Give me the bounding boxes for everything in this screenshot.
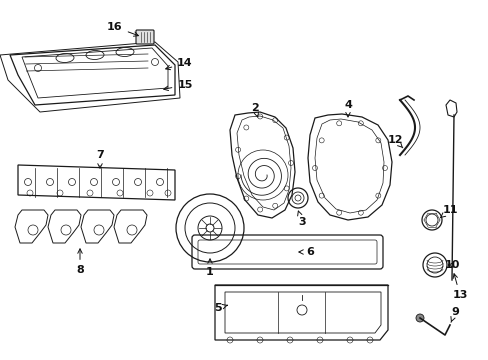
Text: 14: 14 bbox=[165, 58, 192, 70]
FancyBboxPatch shape bbox=[136, 30, 154, 44]
Text: 1: 1 bbox=[206, 259, 213, 277]
Text: 7: 7 bbox=[96, 150, 103, 168]
Text: 4: 4 bbox=[344, 100, 351, 117]
Text: 9: 9 bbox=[450, 307, 458, 322]
Text: 12: 12 bbox=[386, 135, 402, 148]
Text: 13: 13 bbox=[451, 274, 467, 300]
Text: 15: 15 bbox=[163, 80, 192, 91]
Circle shape bbox=[415, 314, 423, 322]
Text: 6: 6 bbox=[298, 247, 313, 257]
Text: 8: 8 bbox=[76, 249, 84, 275]
Text: 2: 2 bbox=[251, 103, 258, 117]
Text: 10: 10 bbox=[444, 260, 459, 270]
Text: 5: 5 bbox=[214, 303, 227, 313]
Text: 11: 11 bbox=[439, 205, 457, 218]
Text: 16: 16 bbox=[107, 22, 138, 36]
Text: 3: 3 bbox=[297, 211, 305, 227]
